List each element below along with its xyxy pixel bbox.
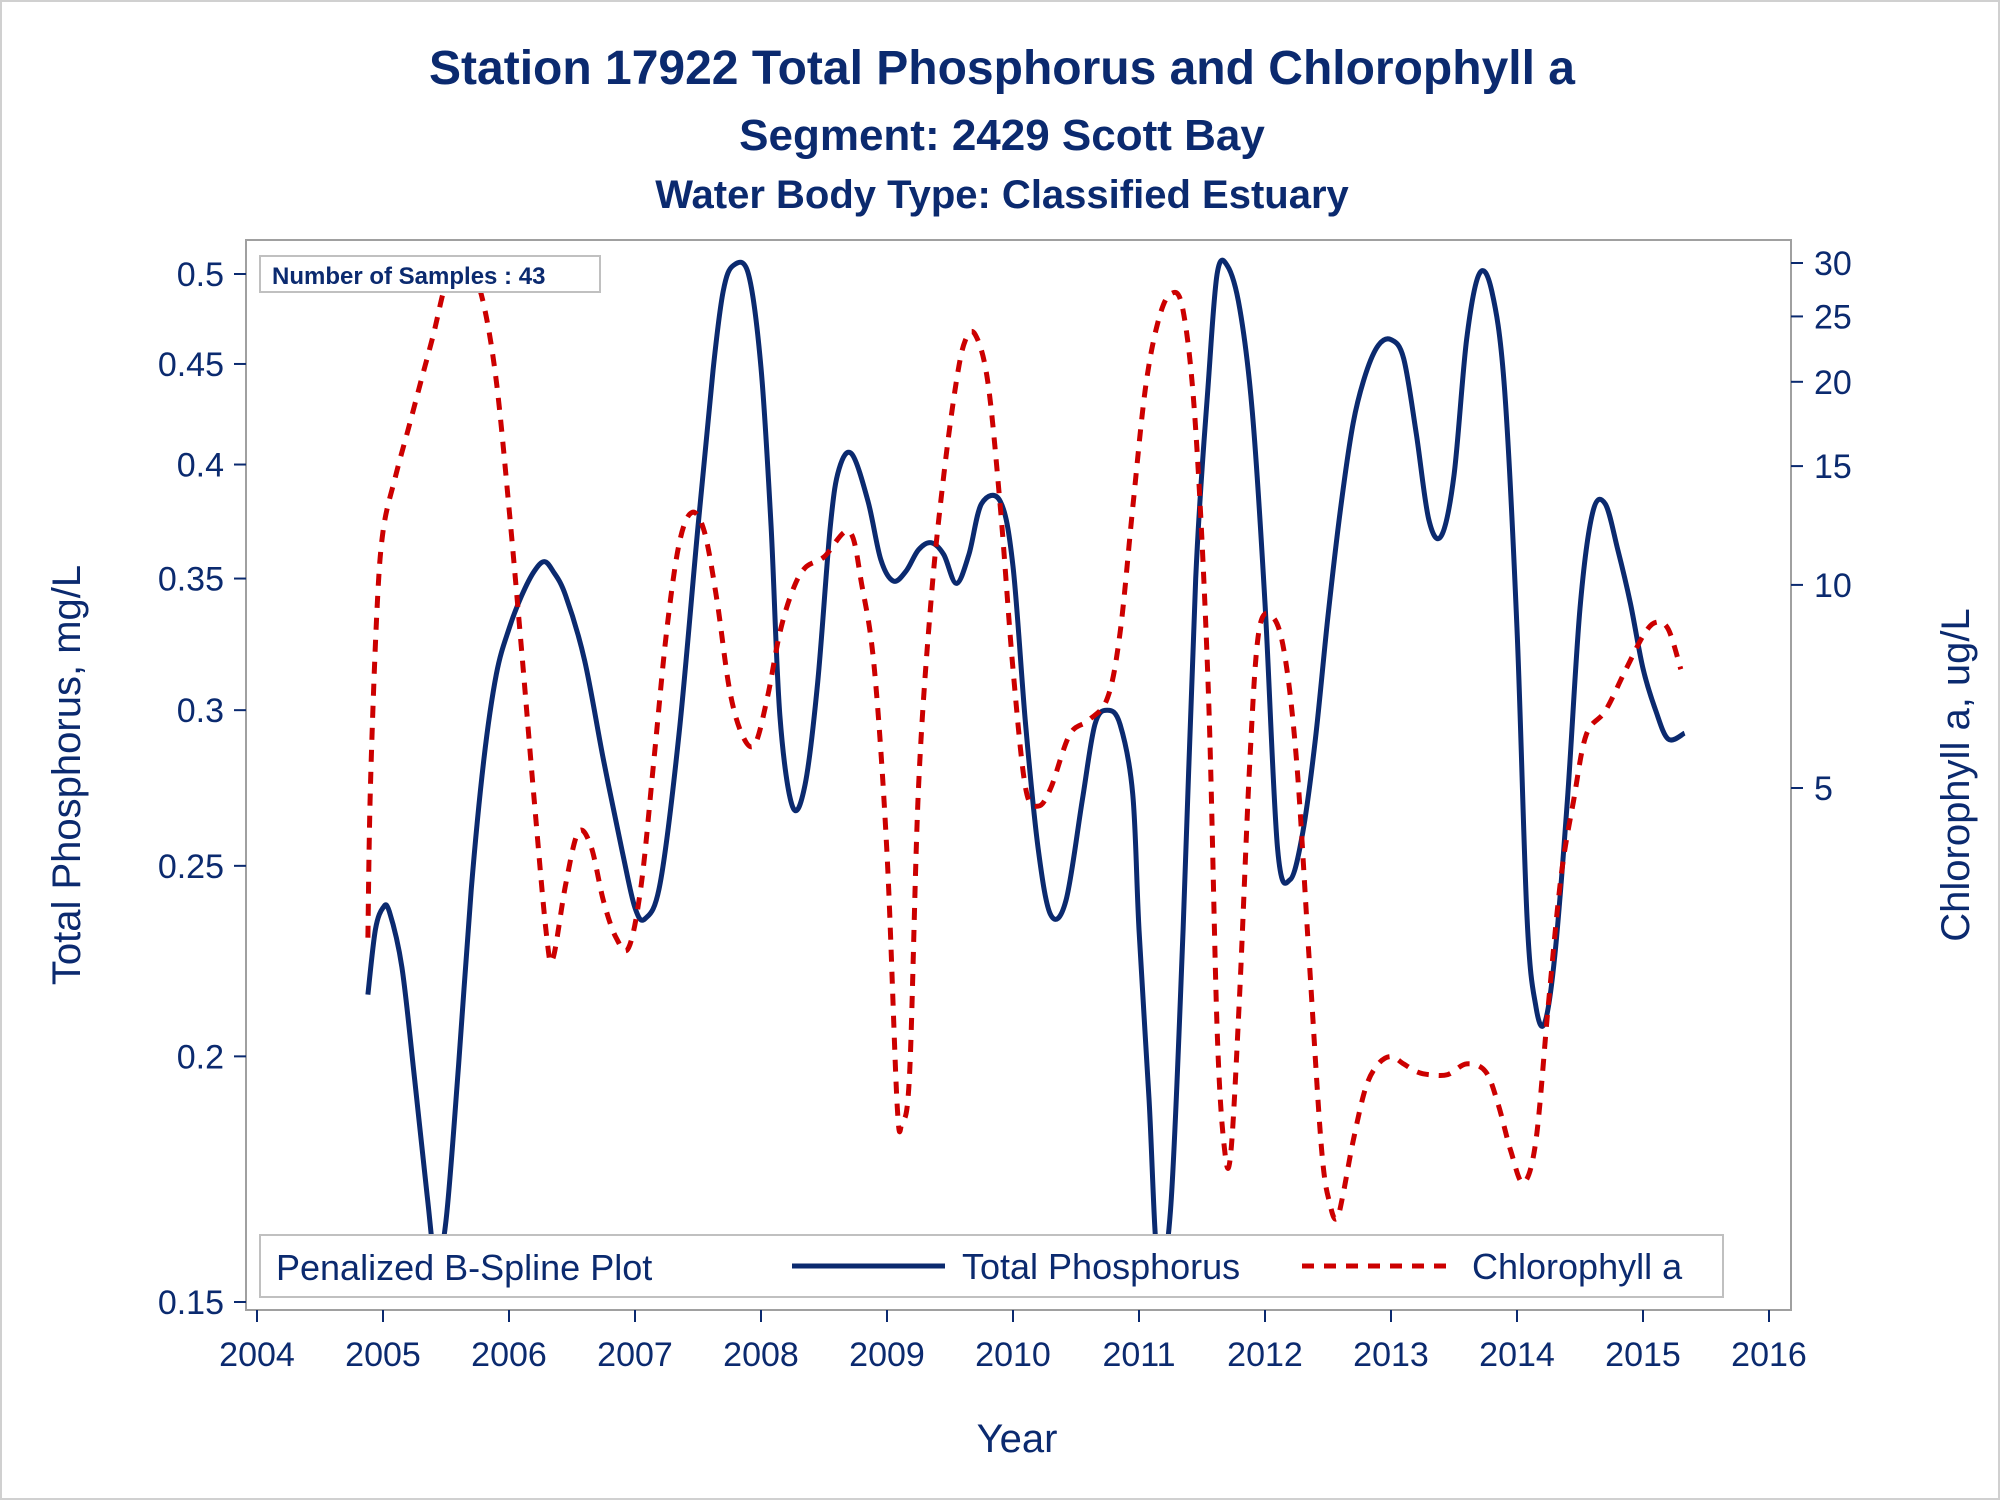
x-tick-label: 2007 (597, 1336, 673, 1374)
y-tick-label: 0.35 (158, 561, 224, 599)
legend: Penalized B-Spline Plot Total Phosphorus… (259, 1234, 1724, 1298)
x-tick-label: 2014 (1479, 1336, 1555, 1374)
sample-count-inset: Number of Samples : 43 (259, 255, 601, 293)
series-line-total-phosphorus (365, 257, 1686, 1273)
legend-label-chlorophyll-a: Chlorophyll a (1472, 1246, 1683, 1287)
x-axis: 2004 2005 2006 2007 2008 2009 2010 2011 2012 2013… (219, 1309, 1807, 1374)
x-tick-label: 2009 (849, 1336, 925, 1374)
y2-tick-label: 20 (1814, 364, 1852, 402)
sample-count-label: Number of Samples : 43 (272, 263, 545, 290)
y-tick-label: 0.15 (158, 1284, 224, 1322)
sample-count-box (259, 255, 601, 293)
chart-subtitle: Segment: 2429 Scott Bay (739, 111, 1265, 160)
chart-title: Station 17922 Total Phosphorus and Chlor… (429, 42, 1575, 95)
x-tick-label: 2008 (723, 1336, 799, 1374)
y2-tick-label: 30 (1814, 245, 1852, 283)
y2-axis: 5 10 15 20 25 30 (1791, 245, 1852, 808)
x-tick-label: 2013 (1353, 1336, 1429, 1374)
x-tick-label: 2016 (1731, 1336, 1807, 1374)
legend-box (259, 1234, 1724, 1298)
y-axis: 0.15 0.2 0.25 0.3 0.35 0.4 0.45 0.5 (158, 256, 246, 1322)
y2-tick-label: 5 (1814, 770, 1833, 808)
x-tick-label: 2015 (1605, 1336, 1681, 1374)
y-axis-label: Total Phosphorus, mg/L (45, 565, 89, 985)
plot-area-border (245, 239, 1792, 1311)
chart-subtitle-2: Water Body Type: Classified Estuary (655, 173, 1349, 217)
y-tick-label: 0.4 (177, 447, 224, 485)
y2-axis-label: Chlorophyll a, ug/L (1934, 608, 1978, 942)
y2-tick-label: 10 (1814, 567, 1852, 605)
y-tick-label: 0.25 (158, 848, 224, 886)
legend-label-total-phosphorus: Total Phosphorus (962, 1246, 1240, 1287)
y2-tick-label: 25 (1814, 298, 1852, 336)
x-axis-label: Year (977, 1417, 1058, 1461)
x-tick-label: 2010 (975, 1336, 1051, 1374)
series-line-chlorophyll-a (365, 259, 1684, 1222)
y-tick-label: 0.3 (177, 692, 224, 730)
y-tick-label: 0.2 (177, 1038, 224, 1076)
x-tick-label: 2012 (1227, 1336, 1303, 1374)
x-tick-label: 2006 (471, 1336, 547, 1374)
x-tick-label: 2004 (219, 1336, 295, 1374)
y2-tick-label: 15 (1814, 448, 1852, 486)
y-tick-label: 0.45 (158, 346, 224, 384)
x-tick-label: 2005 (345, 1336, 421, 1374)
y-tick-label: 0.5 (177, 256, 224, 294)
x-tick-label: 2011 (1102, 1336, 1175, 1374)
series-layer (365, 257, 1686, 1273)
legend-title: Penalized B-Spline Plot (276, 1247, 652, 1288)
